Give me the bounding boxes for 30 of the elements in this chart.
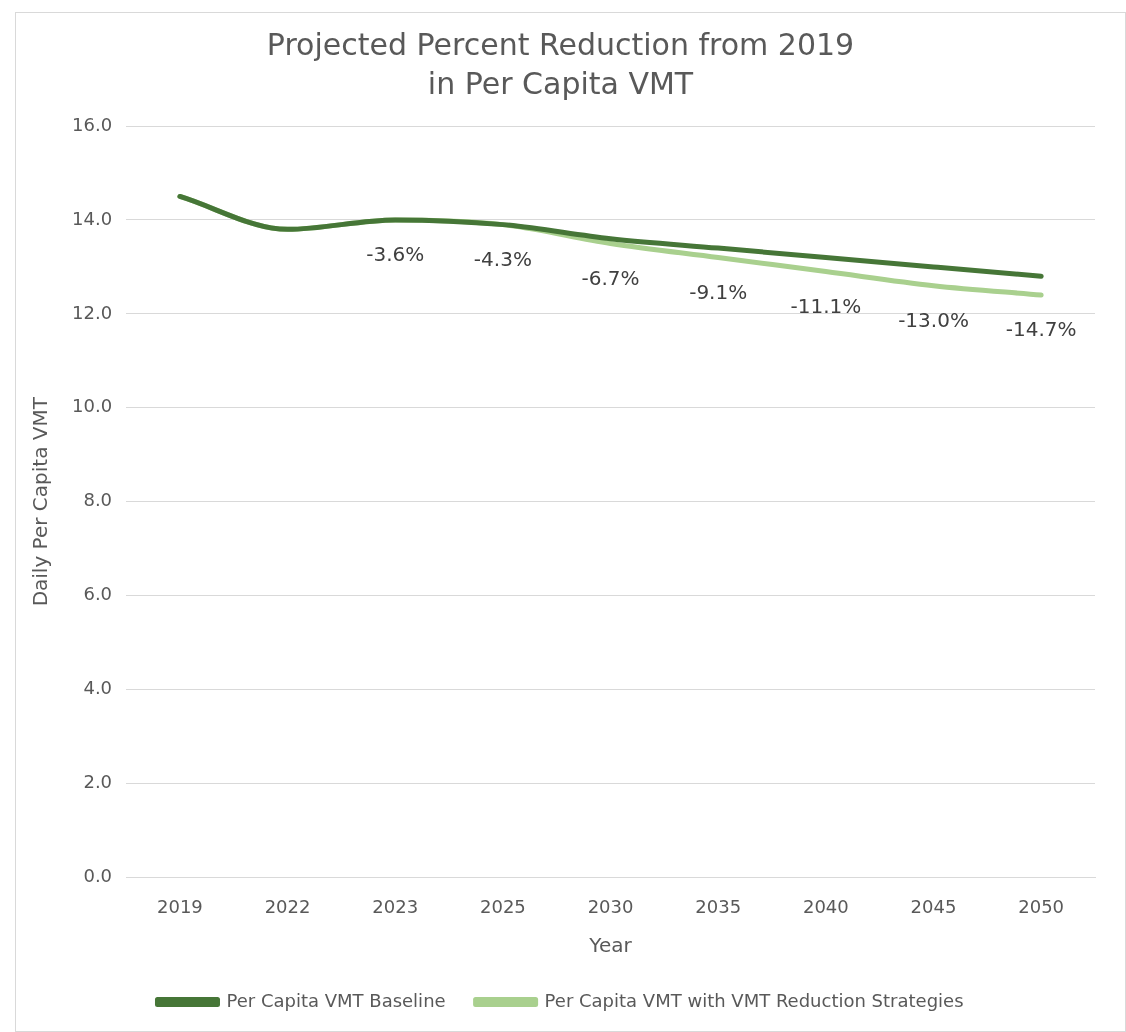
x-tick-label: 2019 — [157, 895, 203, 917]
x-tick-label: 2022 — [264, 895, 311, 917]
annotation: -4.3% — [473, 246, 532, 271]
y-tick-label: 8.0 — [83, 489, 113, 511]
x-tick-label: 2025 — [479, 895, 526, 917]
y-tick-label: 10.0 — [72, 395, 113, 417]
chart-title: Projected Percent Reduction from 2019 in Per Capita VMT — [266, 27, 855, 102]
legend-label: Per Capita VMT with VMT Reduction Strategies — [544, 989, 964, 1011]
y-tick-label: 6.0 — [83, 583, 113, 605]
x-tick-label: 2050 — [1018, 895, 1065, 917]
y-tick-label: 4.0 — [83, 677, 113, 699]
annotation: -6.7% — [581, 265, 640, 290]
y-tick-label: 12.0 — [72, 301, 113, 323]
annotation: -14.7% — [1005, 317, 1077, 342]
y-axis-title: Daily Per Capita VMT — [28, 396, 53, 607]
annotation: -11.1% — [790, 293, 862, 318]
x-axis-title: Year — [588, 933, 633, 958]
y-tick-label: 14.0 — [72, 207, 113, 229]
x-tick-label: 2035 — [695, 895, 742, 917]
legend-label: Per Capita VMT Baseline — [226, 989, 446, 1011]
annotation: -13.0% — [898, 307, 969, 332]
annotation: -3.6% — [366, 242, 425, 267]
y-tick-label: 0.0 — [83, 865, 113, 887]
y-tick-label: 2.0 — [83, 771, 113, 793]
x-tick-label: 2045 — [910, 895, 957, 917]
y-tick-label: 16.0 — [72, 113, 113, 135]
annotation: -9.1% — [689, 279, 748, 304]
x-tick-label: 2030 — [587, 895, 634, 917]
x-tick-label: 2040 — [802, 895, 849, 917]
x-tick-label: 2023 — [372, 895, 419, 917]
